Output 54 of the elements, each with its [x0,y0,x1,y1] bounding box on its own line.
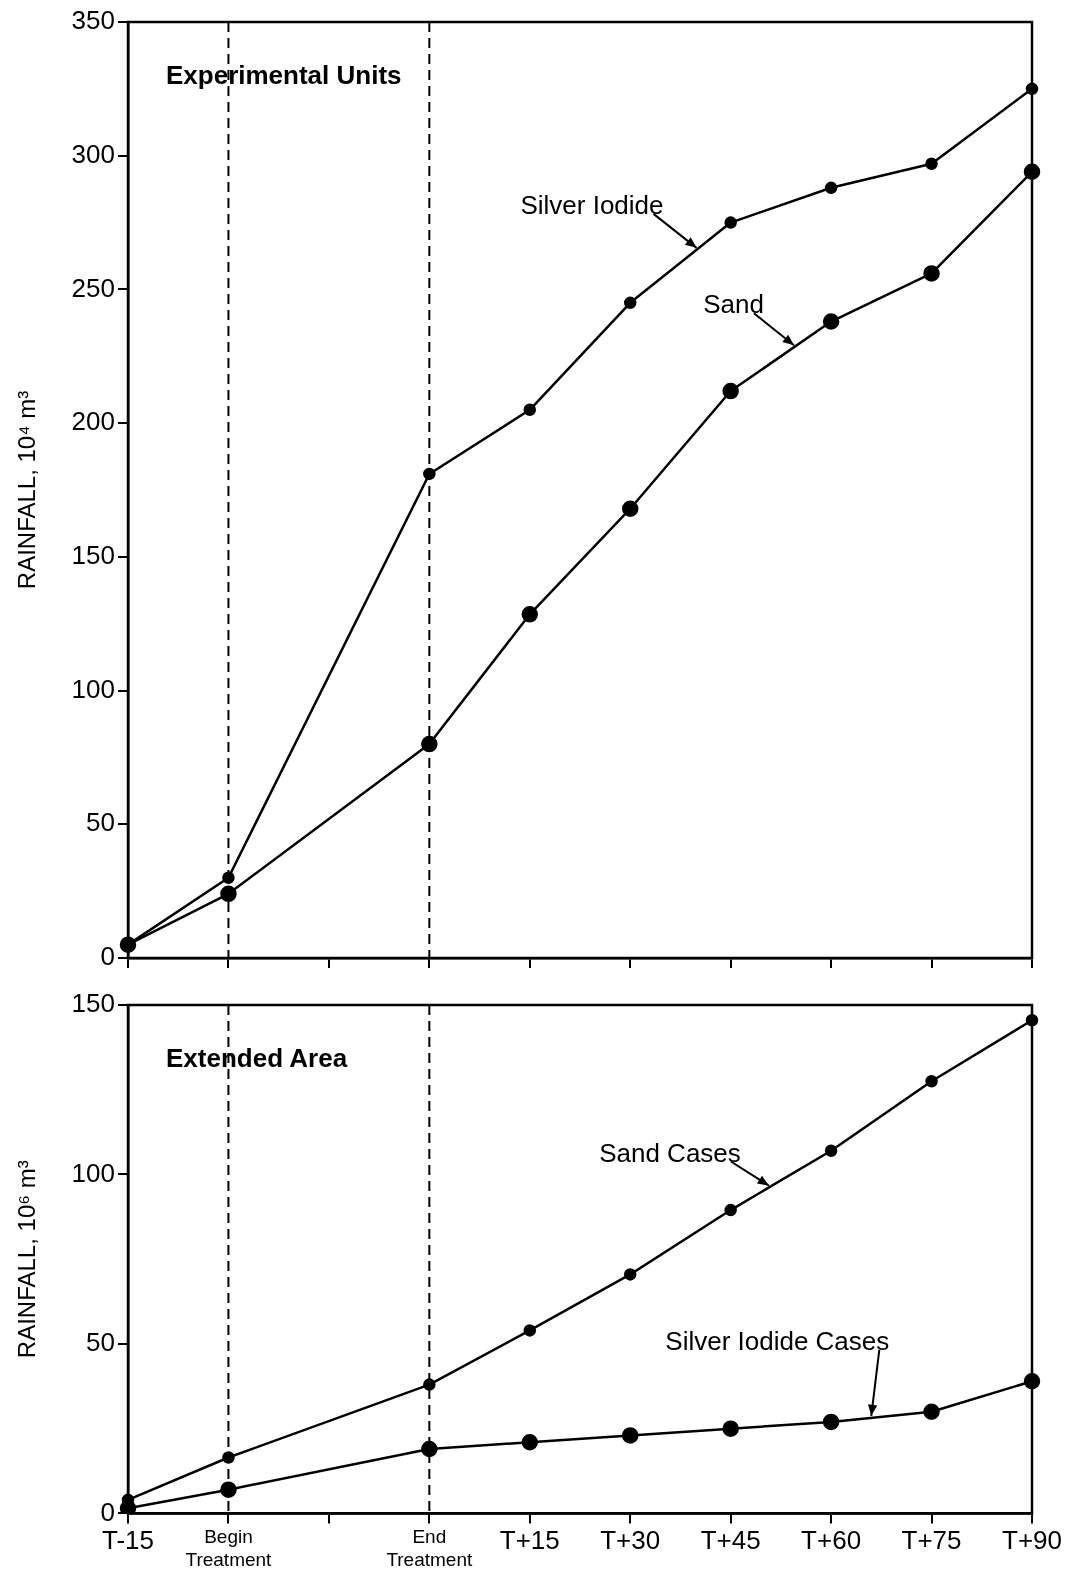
x-tick-label: T-15 [101,1525,155,1556]
point [421,1440,438,1458]
x-tick-label: T+60 [801,1525,862,1556]
text: Experimental Units [166,60,402,91]
point [724,1203,737,1217]
y-tick-label: 150 [71,540,115,571]
y-tick-label: 350 [71,5,115,36]
point [623,296,637,310]
y-tick-label: 0 [100,1496,115,1527]
point [923,265,940,282]
point [923,1403,940,1420]
point [824,1144,838,1157]
point [925,1075,938,1088]
point [822,313,840,330]
x-tick-label: T+30 [600,1525,661,1556]
y-axis-title: RAINFALL, 10⁴ m³ [13,390,41,590]
point [523,1324,537,1337]
y-tick-label: 200 [71,406,115,437]
point [824,181,838,195]
series-label: Silver Iodide [520,190,664,221]
y-tick-label: 100 [71,673,115,704]
y-tick-label: 50 [86,807,115,838]
point [623,1268,637,1281]
point [621,1427,639,1444]
y-tick-label: 150 [71,988,115,1019]
point [822,1413,840,1431]
point [724,216,737,229]
point [722,382,739,400]
y-tick-label: 300 [71,138,115,169]
y-tick-label: 0 [100,941,115,972]
point [521,1433,539,1451]
point [220,885,237,903]
y-axis-title: RAINFALL, 10⁶ m³ [13,1160,41,1359]
y-tick-label: 100 [71,1157,115,1188]
y-tick-label: 250 [71,272,115,303]
series-label: Sand Cases [599,1137,741,1168]
x-tick-label: T+75 [901,1525,962,1556]
x-tick-label: Begin Treatment [185,1526,273,1570]
x-tick-label: T+45 [700,1525,761,1556]
x-tick-label: End Treatment [386,1526,473,1570]
point [722,1420,739,1437]
text: Silver Iodide Cases [665,1325,890,1356]
text: Extended Area [166,1043,348,1074]
y-tick-label: 50 [86,1327,115,1358]
point [523,403,537,417]
x-tick-label: T+90 [1002,1525,1062,1556]
point [423,1378,436,1391]
point [621,500,639,517]
point [521,606,539,623]
point [925,157,938,170]
point [220,1481,237,1498]
series-label: Sand [703,289,764,320]
x-tick-label: T+15 [499,1525,560,1556]
point [421,735,438,753]
